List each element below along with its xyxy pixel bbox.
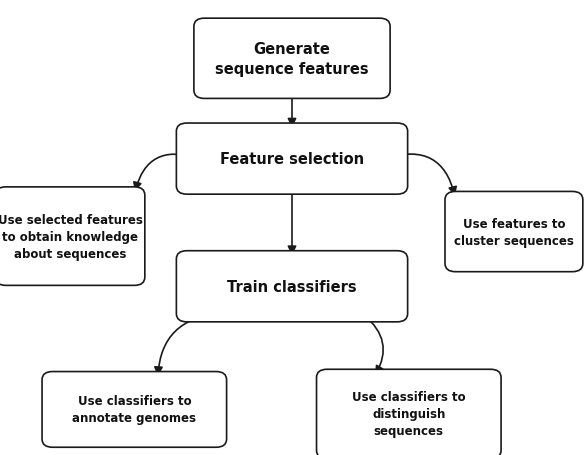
FancyArrowPatch shape [388, 155, 456, 195]
FancyBboxPatch shape [42, 372, 227, 447]
FancyBboxPatch shape [194, 19, 390, 99]
Text: Use features to
cluster sequences: Use features to cluster sequences [454, 217, 574, 247]
Text: Use classifiers to
annotate genomes: Use classifiers to annotate genomes [72, 394, 196, 425]
FancyBboxPatch shape [176, 251, 408, 322]
Text: Use selected features
to obtain knowledge
about sequences: Use selected features to obtain knowledg… [0, 213, 142, 260]
FancyBboxPatch shape [0, 187, 145, 286]
FancyArrowPatch shape [364, 316, 383, 374]
FancyBboxPatch shape [176, 124, 408, 195]
Text: Feature selection: Feature selection [220, 152, 364, 167]
FancyArrowPatch shape [134, 155, 196, 190]
FancyBboxPatch shape [445, 192, 583, 272]
Text: Train classifiers: Train classifiers [227, 279, 357, 294]
FancyBboxPatch shape [317, 369, 501, 455]
Text: Generate
sequence features: Generate sequence features [215, 42, 369, 76]
FancyArrowPatch shape [155, 314, 219, 374]
Text: Use classifiers to
distinguish
sequences: Use classifiers to distinguish sequences [352, 390, 465, 438]
